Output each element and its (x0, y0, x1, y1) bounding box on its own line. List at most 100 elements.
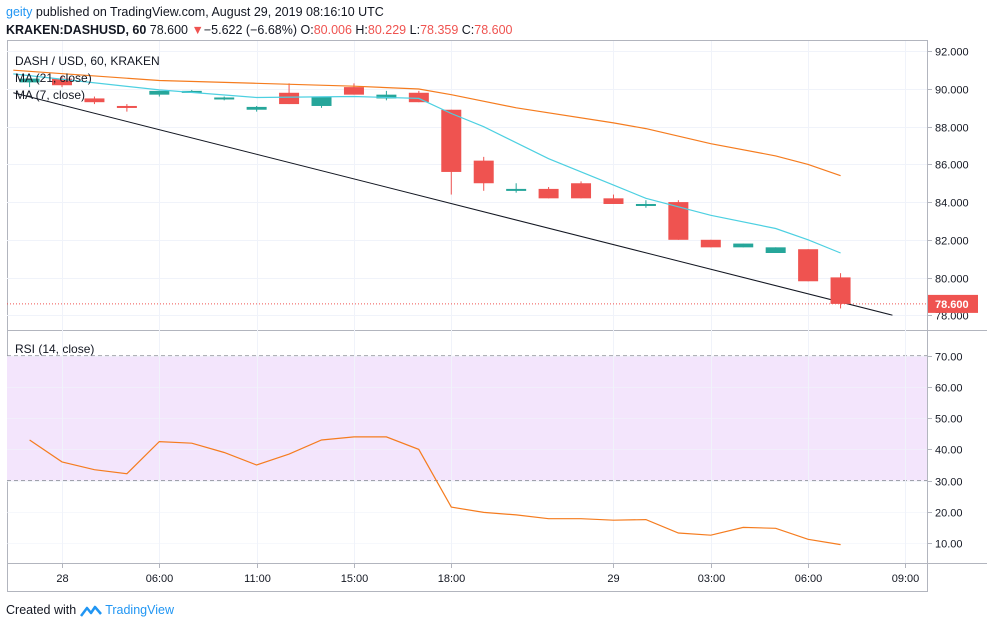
candle-body (441, 109, 462, 172)
down-arrow-icon: ▼ (191, 23, 204, 37)
candle-body (311, 96, 332, 106)
last-price: 78.600 (149, 23, 189, 37)
candle-body (279, 92, 300, 105)
symbol-info: KRAKEN:DASHUSD, 60 78.600 ▼−5.622 (−6.68… (6, 22, 513, 39)
candle-body (473, 160, 494, 184)
price-tick-label: 90.000 (935, 85, 969, 97)
publish-info: geity published on TradingView.com, Augu… (6, 4, 384, 21)
time-tick-label: 09:00 (892, 573, 920, 585)
candle-body (635, 203, 656, 206)
time-grid (7, 41, 927, 563)
candle-body (246, 106, 267, 110)
price-tick-label: 84.000 (935, 198, 969, 210)
candle (84, 96, 105, 105)
candle (279, 83, 300, 105)
price-tick-label: 78.000 (935, 311, 969, 323)
price-tick-label: 80.000 (935, 274, 969, 286)
price-tick-label: 82.000 (935, 236, 969, 248)
time-tick-label: 29 (607, 573, 619, 585)
high-value: 80.229 (367, 23, 407, 37)
high-label: H: (355, 23, 368, 37)
candle-body (214, 97, 235, 100)
time-tick-label: 28 (56, 573, 68, 585)
price-tag: 78.600 (928, 294, 978, 313)
candle-body (343, 87, 364, 95)
low-value: 78.359 (420, 23, 459, 37)
rsi-legend: RSI (14, close) (15, 342, 94, 356)
candle-body (830, 277, 851, 304)
close-value: 78.600 (474, 23, 513, 37)
published-text: published on TradingView.com, August 29,… (35, 5, 384, 19)
candle (798, 249, 819, 282)
rsi-line (29, 436, 841, 546)
candle (571, 181, 592, 199)
candle-body (116, 105, 137, 108)
time-axis: 28 06:00 11:00 15:00 18:00 29 03:00 06:00 09:00 (56, 563, 919, 585)
candle (441, 109, 462, 195)
ma21-line (13, 69, 841, 177)
candle (538, 187, 559, 199)
candle-body (408, 92, 429, 103)
rsi-tick-label: 70.00 (935, 352, 963, 364)
footer: Created with TradingView (6, 602, 174, 619)
time-tick-label: 18:00 (438, 573, 466, 585)
candle-body (376, 94, 397, 99)
candle-body (84, 98, 105, 103)
price-axis: 92.000 90.000 88.000 86.000 84.000 82.000 80.0… (927, 47, 969, 323)
trendline-segment[interactable] (13, 92, 893, 316)
rsi-tick-label: 40.00 (935, 445, 963, 457)
low-label: L: (409, 23, 421, 37)
rsi-series (29, 436, 841, 546)
candle (473, 156, 494, 191)
candle (149, 90, 170, 97)
price-tick-label: 92.000 (935, 47, 969, 59)
candle-body (571, 183, 592, 199)
candle-body (506, 188, 527, 191)
price-tick-label: 86.000 (935, 160, 969, 172)
price-tag-bg (928, 294, 978, 313)
candle (376, 90, 397, 101)
ma7-legend: MA (7, close) (15, 88, 85, 102)
candle (635, 200, 656, 208)
time-tick-label: 15:00 (341, 573, 369, 585)
rsi-tick-label: 10.00 (935, 539, 963, 551)
created-with-text: Created with (6, 603, 77, 617)
candles (19, 75, 851, 309)
candle-body (765, 247, 786, 253)
price-tag-label: 78.600 (935, 299, 969, 311)
candle-body (149, 90, 170, 95)
price-change: −5.622 (−6.68%) (203, 23, 297, 37)
candle-body (700, 239, 721, 248)
trendline[interactable] (13, 92, 893, 316)
rsi-tick-label: 20.00 (935, 508, 963, 520)
tradingview-brand[interactable]: TradingView (105, 603, 174, 617)
candle (765, 247, 786, 253)
candle (246, 105, 267, 112)
price-tick-label: 88.000 (935, 123, 969, 135)
candle (408, 90, 429, 103)
tradingview-logo-icon (80, 605, 103, 617)
chart-title: DASH / USD, 60, KRAKEN (15, 54, 160, 68)
candle-body (19, 78, 40, 83)
candle (116, 104, 137, 112)
candle (506, 183, 527, 193)
candle (830, 273, 851, 309)
moving-averages (13, 69, 841, 254)
rsi-tick-label: 30.00 (935, 477, 963, 489)
candle-body (733, 243, 754, 248)
ma21-legend: MA (21, close) (15, 71, 92, 85)
author-link[interactable]: geity (6, 5, 33, 19)
rsi-axis: 70.00 60.00 50.00 40.00 30.00 20.00 10.00 (927, 352, 963, 551)
candle (52, 75, 72, 88)
time-tick-label: 03:00 (698, 573, 726, 585)
candle (343, 83, 364, 95)
candle-body (52, 78, 72, 86)
chart-area[interactable]: 92.000 90.000 88.000 86.000 84.000 82.000 80.0… (0, 0, 987, 600)
candle-body (603, 198, 624, 204)
candle (603, 194, 624, 204)
close-label: C: (461, 23, 475, 37)
rsi-tick-label: 50.00 (935, 414, 963, 426)
candle (668, 200, 689, 240)
rsi-tick-label: 60.00 (935, 383, 963, 395)
time-tick-label: 06:00 (795, 573, 823, 585)
